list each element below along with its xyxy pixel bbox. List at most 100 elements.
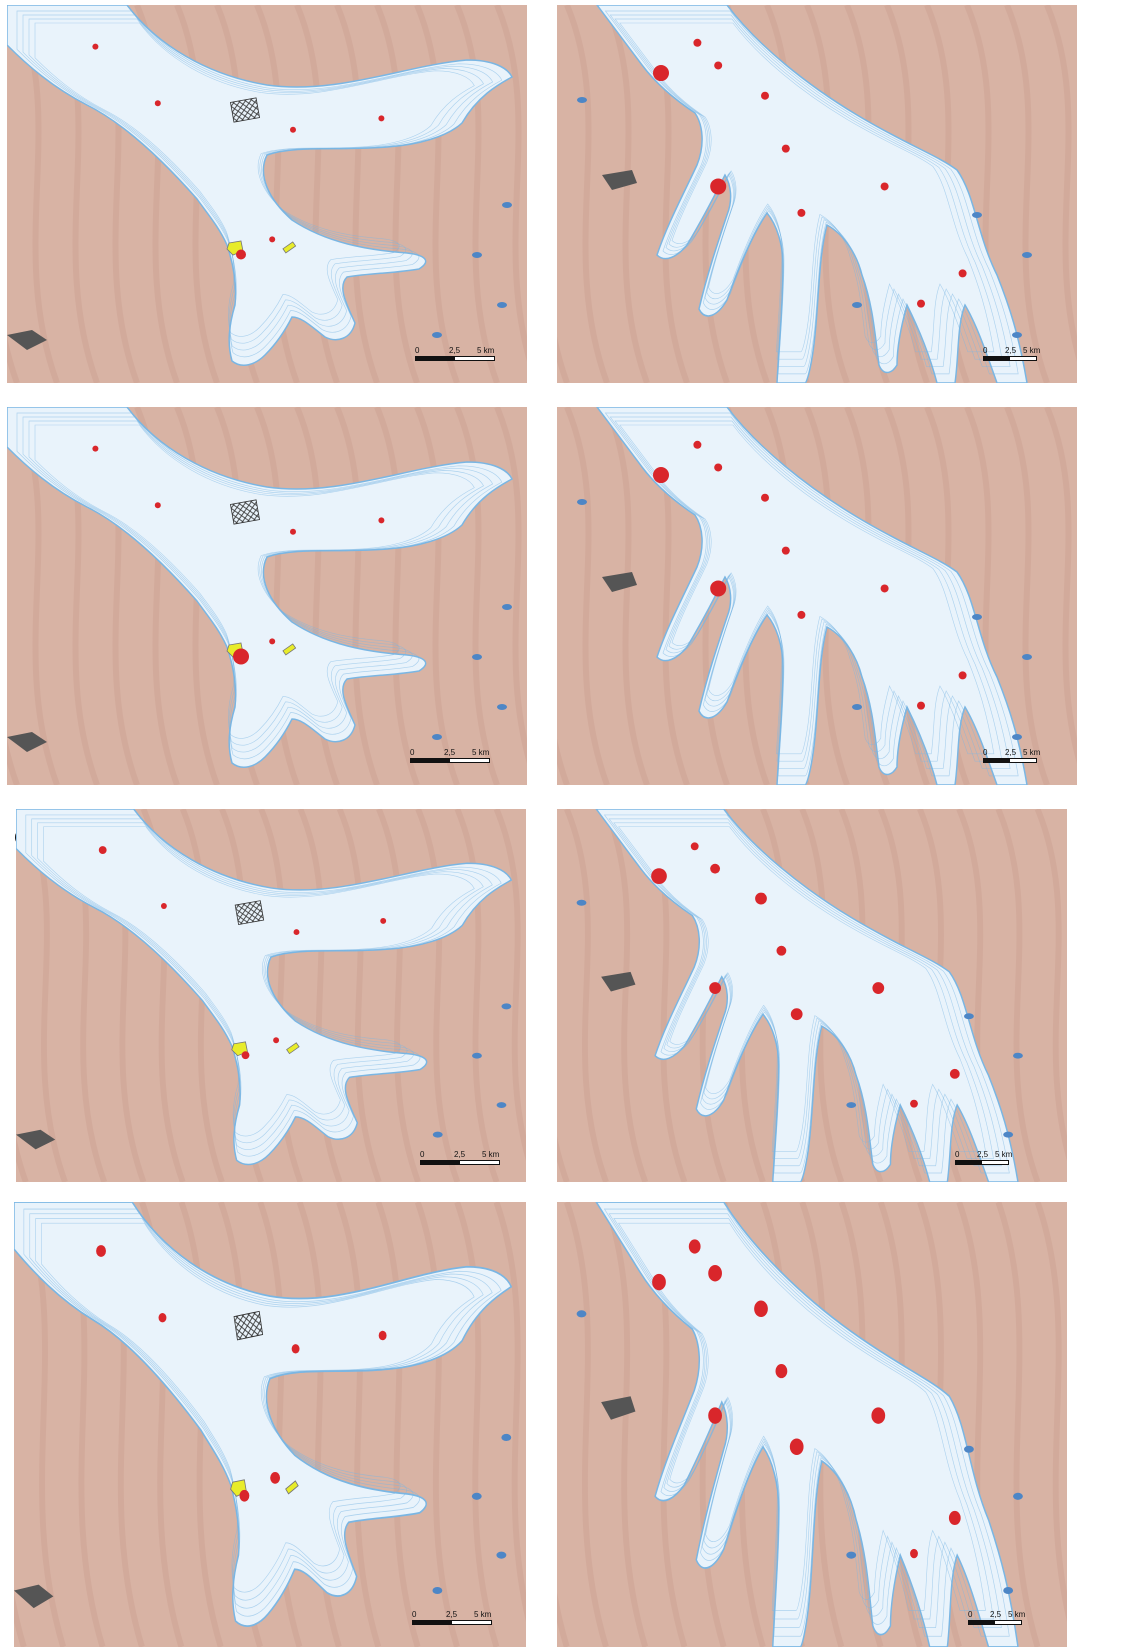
lake-icon (472, 654, 482, 660)
scale-tick: 0 (410, 748, 415, 757)
scale-tick: 2,5 (454, 1150, 466, 1159)
red-circle-marker (714, 463, 723, 472)
red-circle-marker (651, 868, 667, 885)
right-map-svg (557, 407, 1077, 785)
red-circle-marker (710, 863, 721, 874)
red-circle-marker (688, 1239, 701, 1254)
crosshatch-area-icon (229, 97, 261, 123)
red-circle-marker (710, 580, 727, 597)
red-circle-marker (781, 144, 790, 153)
lake-icon (1022, 654, 1032, 660)
red-circle-marker (92, 43, 99, 50)
red-circle-marker (233, 648, 249, 665)
lake-icon (472, 252, 482, 258)
red-circle-marker (690, 842, 699, 851)
left-map-svg (14, 1202, 526, 1647)
map-panel-c-right (557, 809, 1067, 1182)
red-circle-marker (92, 445, 99, 452)
glacier-ice-area (595, 1202, 1019, 1647)
scale-bar-c-left: 0 2,5 5 km (420, 1150, 500, 1172)
lake-icon (1022, 252, 1032, 258)
lake-icon (852, 704, 862, 710)
lake-icon (1013, 1492, 1023, 1500)
red-circle-marker (652, 1273, 666, 1291)
lake-icon (1012, 332, 1022, 338)
lake-icon (1003, 1131, 1014, 1138)
scale-tick: 0 (412, 1610, 417, 1619)
scale-bar-a-left: 0 2,5 5 km (415, 346, 495, 368)
red-circle-marker (708, 1407, 722, 1424)
lake-icon (577, 97, 587, 103)
rock-outcrop-icon (601, 971, 636, 992)
scale-tick: 0 (415, 346, 420, 355)
red-circle-marker (910, 1099, 918, 1108)
red-circle-marker (949, 1068, 960, 1079)
lake-icon (472, 1052, 482, 1059)
red-circle-marker (880, 182, 889, 191)
right-map-svg (557, 5, 1077, 383)
red-circle-marker (693, 440, 702, 449)
scale-tick: 5 km (482, 1150, 500, 1159)
map-panel-a-left (7, 5, 527, 383)
red-circle-marker (709, 982, 721, 994)
scale-tick: 0 (983, 748, 988, 757)
yellow-polygon-marker (282, 643, 297, 656)
red-circle-marker (378, 1330, 387, 1341)
map-panel-c-left (16, 809, 526, 1182)
red-circle-marker (797, 610, 806, 619)
red-circle-marker (241, 1051, 250, 1060)
lake-icon (1003, 1586, 1014, 1595)
scale-tick: 2,5 (1005, 346, 1017, 355)
red-circle-marker (761, 493, 769, 502)
lake-icon (497, 302, 507, 308)
glacier-ice-area (596, 5, 1028, 383)
right-map-svg (557, 809, 1067, 1182)
red-circle-marker (917, 299, 925, 308)
lake-icon (852, 302, 862, 308)
red-circle-marker (958, 671, 967, 680)
red-circle-marker (378, 517, 385, 524)
lake-icon (576, 1310, 587, 1318)
red-circle-marker (781, 546, 790, 555)
glacier-ice-area (14, 1202, 513, 1627)
scale-tick: 5 km (477, 346, 495, 355)
scale-tick: 0 (420, 1150, 425, 1159)
map-panel-d-right (557, 1202, 1067, 1647)
red-circle-marker (269, 638, 276, 645)
red-circle-marker (797, 208, 806, 217)
lake-icon (497, 704, 507, 710)
scale-tick: 5 km (1008, 1610, 1026, 1619)
map-panel-a-right (557, 5, 1077, 383)
lake-icon (432, 1131, 443, 1138)
scale-tick: 2,5 (449, 346, 461, 355)
red-circle-marker (880, 584, 889, 593)
rock-outcrop-icon (14, 1584, 54, 1609)
lake-icon (577, 499, 587, 505)
red-circle-marker (917, 701, 925, 710)
lake-icon (432, 332, 442, 338)
yellow-polygon-marker (285, 1480, 299, 1495)
lake-icon (496, 1102, 507, 1108)
red-circle-marker (98, 846, 107, 854)
red-circle-marker (755, 892, 767, 905)
map-panel-b-left (7, 407, 527, 785)
scale-bar-b-left: 0 2,5 5 km (410, 748, 490, 770)
scale-tick: 2,5 (990, 1610, 1002, 1619)
lake-icon (846, 1102, 857, 1108)
yellow-polygon-marker (282, 241, 297, 254)
lake-icon (432, 734, 442, 740)
red-circle-marker (270, 1472, 281, 1484)
scale-tick: 0 (955, 1150, 960, 1159)
scale-tick: 5 km (474, 1610, 492, 1619)
red-circle-marker (775, 1364, 788, 1379)
left-map-svg (7, 407, 527, 785)
scale-tick: 2,5 (977, 1150, 989, 1159)
rock-outcrop-icon (602, 170, 637, 190)
scale-tick: 2,5 (446, 1610, 458, 1619)
rock-outcrop-icon (7, 330, 47, 350)
red-circle-marker (776, 945, 787, 956)
red-circle-marker (872, 982, 885, 994)
scale-tick: 2,5 (1005, 748, 1017, 757)
rock-outcrop-icon (7, 732, 47, 752)
red-circle-marker (154, 100, 161, 107)
